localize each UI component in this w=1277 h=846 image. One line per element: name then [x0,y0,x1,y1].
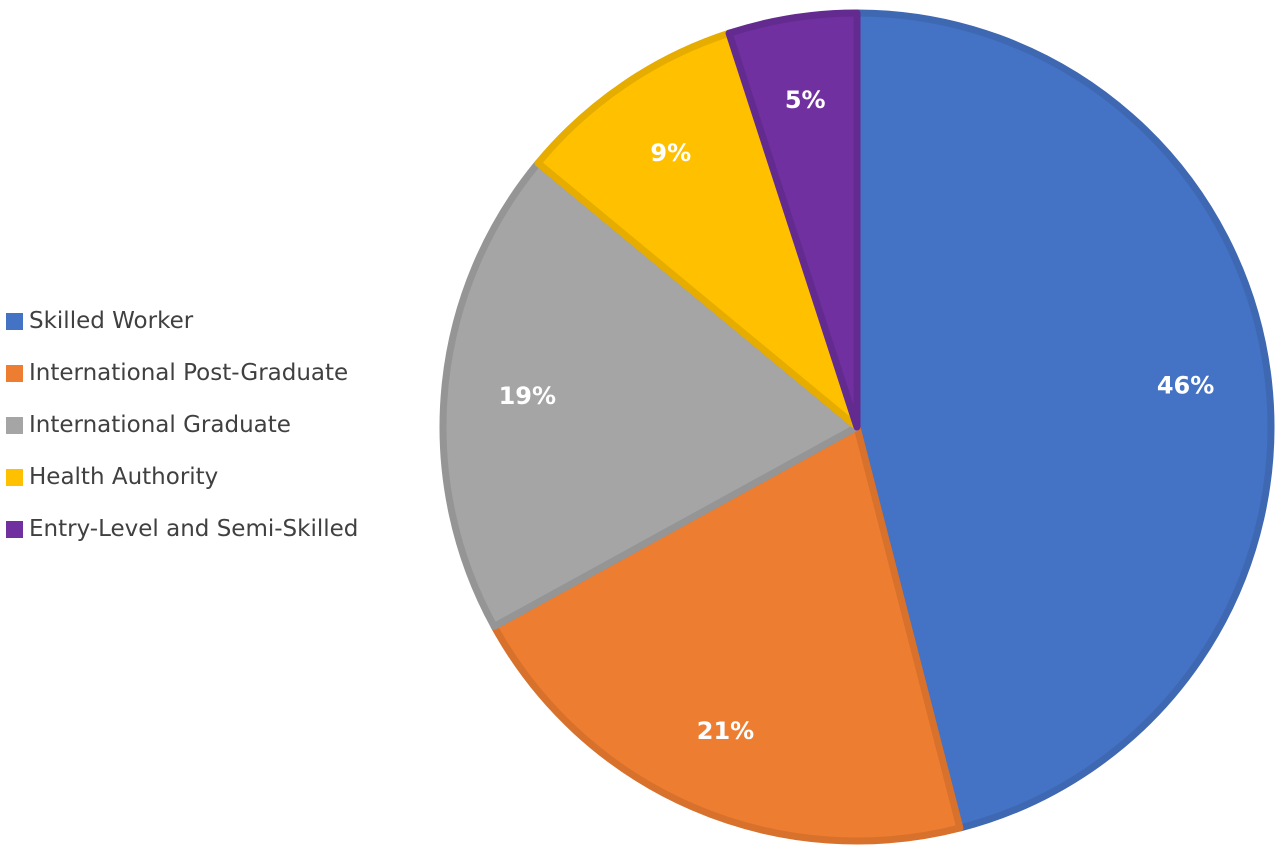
pie-slice-entry-level-and-semi-skilled [725,9,861,431]
pie-slice-international-graduate [439,159,861,630]
legend-swatch-skilled-worker [6,312,23,330]
legend-label-international-graduate: International Graduate [29,412,291,438]
pie-slice-international-post-graduate [490,423,964,845]
pie-slice-skilled-worker [853,9,1275,832]
legend-label-entry-level-and-semi-skilled: Entry-Level and Semi-Skilled [29,516,359,542]
data-label-skilled-worker: 46% [1157,372,1214,400]
data-label-entry-level-and-semi-skilled: 5% [785,86,826,114]
legend-label-skilled-worker: Skilled Worker [29,308,194,334]
legend-item-health-authority: Health Authority [6,451,358,503]
legend-swatch-entry-level-and-semi-skilled [6,520,23,538]
legend-swatch-health-authority [6,468,23,486]
legend-label-international-post-graduate: International Post-Graduate [29,360,349,386]
legend-item-international-graduate: International Graduate [6,399,358,451]
legend-label-health-authority: Health Authority [29,464,219,490]
legend-item-skilled-worker: Skilled Worker [6,295,358,347]
data-label-international-graduate: 19% [499,382,556,410]
legend-item-entry-level-and-semi-skilled: Entry-Level and Semi-Skilled [6,503,358,555]
data-label-health-authority: 9% [650,139,691,167]
legend-swatch-international-post-graduate [6,364,23,382]
pie-slice-health-authority [534,29,861,431]
legend-item-international-post-graduate: International Post-Graduate [6,347,358,399]
data-label-international-post-graduate: 21% [697,717,754,745]
legend: Skilled Worker International Post-Gradua… [6,295,358,555]
legend-swatch-international-graduate [6,416,23,434]
